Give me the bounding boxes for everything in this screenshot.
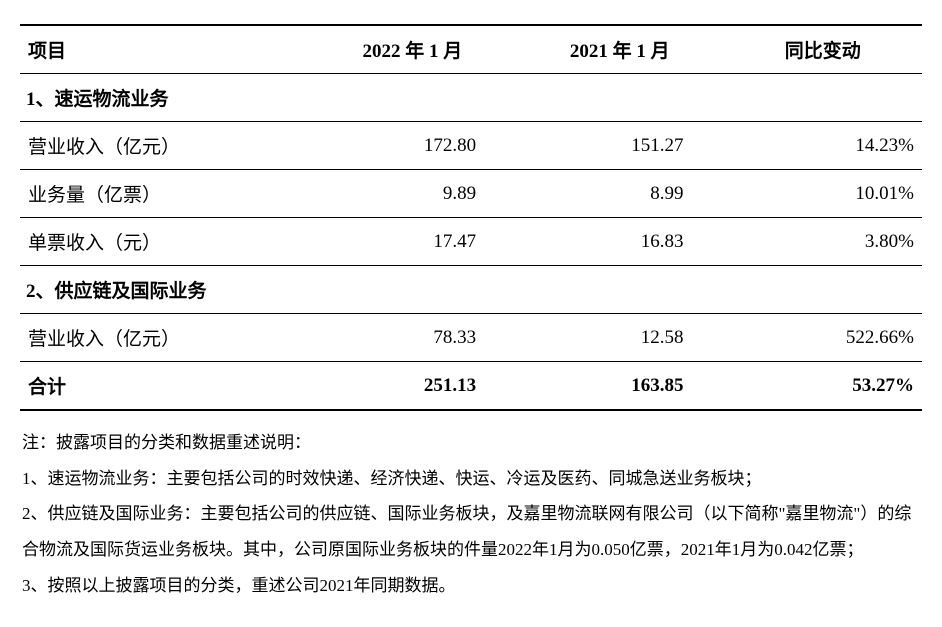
section-2-header: 2、供应链及国际业务	[20, 266, 922, 314]
header-col2: 2021 年 1 月	[516, 26, 723, 74]
row-value: 3.80%	[724, 218, 922, 266]
row-value: 8.99	[516, 170, 723, 218]
row-value: 14.23%	[724, 122, 922, 170]
header-col3: 同比变动	[724, 26, 922, 74]
row-label: 单票收入（元）	[20, 218, 309, 266]
header-col1: 2022 年 1 月	[309, 26, 516, 74]
note-intro: 注：披露项目的分类和数据重述说明：	[22, 425, 922, 461]
footnotes: 注：披露项目的分类和数据重述说明： 1、速运物流业务：主要包括公司的时效快递、经…	[20, 423, 922, 603]
total-row: 合计 251.13 163.85 53.27%	[20, 362, 922, 411]
note-3: 3、按照以上披露项目的分类，重述公司2021年同期数据。	[22, 568, 922, 604]
row-value: 9.89	[309, 170, 516, 218]
table-row: 单票收入（元） 17.47 16.83 3.80%	[20, 218, 922, 266]
row-label: 营业收入（亿元）	[20, 122, 309, 170]
row-value: 16.83	[516, 218, 723, 266]
total-value: 251.13	[309, 362, 516, 411]
table-row: 营业收入（亿元） 172.80 151.27 14.23%	[20, 122, 922, 170]
row-value: 17.47	[309, 218, 516, 266]
total-label: 合计	[20, 362, 309, 411]
table-row: 营业收入（亿元） 78.33 12.58 522.66%	[20, 314, 922, 362]
row-label: 营业收入（亿元）	[20, 314, 309, 362]
row-value: 172.80	[309, 122, 516, 170]
total-value: 53.27%	[724, 362, 922, 411]
row-label: 业务量（亿票）	[20, 170, 309, 218]
section-1-header: 1、速运物流业务	[20, 74, 922, 122]
note-1: 1、速运物流业务：主要包括公司的时效快递、经济快递、快运、冷运及医药、同城急送业…	[22, 461, 922, 497]
financial-table: 项目 2022 年 1 月 2021 年 1 月 同比变动 1、速运物流业务 营…	[20, 26, 922, 411]
row-value: 78.33	[309, 314, 516, 362]
section-2-title: 2、供应链及国际业务	[20, 266, 922, 314]
section-1-title: 1、速运物流业务	[20, 74, 922, 122]
row-value: 522.66%	[724, 314, 922, 362]
row-value: 151.27	[516, 122, 723, 170]
total-value: 163.85	[516, 362, 723, 411]
table-row: 业务量（亿票） 9.89 8.99 10.01%	[20, 170, 922, 218]
row-value: 12.58	[516, 314, 723, 362]
note-2: 2、供应链及国际业务：主要包括公司的供应链、国际业务板块，及嘉里物流联网有限公司…	[22, 496, 922, 567]
row-value: 10.01%	[724, 170, 922, 218]
header-item: 项目	[20, 26, 309, 74]
